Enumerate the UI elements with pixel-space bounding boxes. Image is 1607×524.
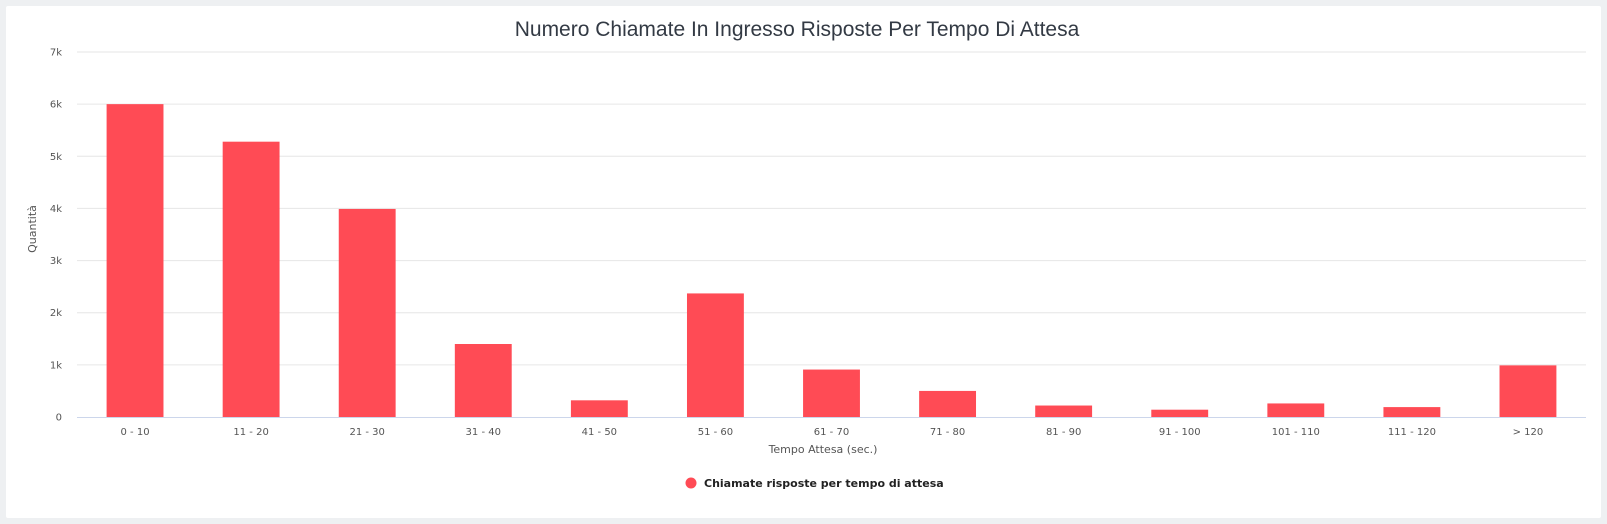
x-tick-label: 51 - 60 [698, 427, 733, 438]
x-tick-label: > 120 [1513, 427, 1544, 438]
bar[interactable] [1499, 365, 1557, 417]
legend[interactable]: Chiamate risposte per tempo di attesa [685, 477, 944, 490]
y-tick-label: 1k [50, 360, 62, 371]
x-tick-label: 61 - 70 [814, 427, 849, 438]
gridlines [77, 51, 1586, 366]
x-tick-label: 0 - 10 [121, 427, 150, 438]
bar[interactable] [1383, 407, 1441, 417]
bar[interactable] [454, 344, 512, 417]
chart-title: Numero Chiamate In Ingresso Risposte Per… [515, 18, 1080, 41]
bar[interactable] [1035, 405, 1093, 417]
bar[interactable] [1267, 403, 1325, 417]
bar[interactable] [686, 293, 744, 417]
x-tick-label: 11 - 20 [233, 427, 268, 438]
x-tick-label: 81 - 90 [1046, 427, 1081, 438]
legend-label: Chiamate risposte per tempo di attesa [704, 477, 944, 490]
x-tick-label: 91 - 100 [1159, 427, 1201, 438]
x-axis-title: Tempo Attesa (sec.) [768, 443, 878, 456]
x-tick-label: 21 - 30 [349, 427, 384, 438]
y-tick-label: 4k [50, 204, 62, 215]
bar[interactable] [338, 208, 396, 417]
x-tick-label: 41 - 50 [582, 427, 617, 438]
bar[interactable] [803, 369, 860, 417]
bars [106, 104, 1557, 418]
y-tick-label: 3k [50, 256, 62, 267]
x-tick-label: 111 - 120 [1388, 427, 1436, 438]
legend-marker [685, 477, 697, 489]
x-tick-label: 71 - 80 [930, 427, 965, 438]
y-axis-title: Quantità [26, 205, 39, 253]
y-tick-label: 7k [50, 48, 62, 59]
bar[interactable] [106, 104, 164, 418]
bar[interactable] [222, 141, 280, 417]
y-axis-ticks: 0 1k 2k 3k 4k 5k 6k 7k [50, 48, 62, 424]
x-axis-ticks: 0 - 10 11 - 20 21 - 30 31 - 40 41 - 50 51 - 6… [121, 427, 1544, 438]
y-tick-label: 0 [56, 413, 62, 424]
bar[interactable] [1151, 409, 1209, 417]
bar[interactable] [570, 400, 628, 417]
bar[interactable] [919, 390, 977, 417]
x-tick-label: 31 - 40 [466, 427, 501, 438]
y-tick-label: 2k [50, 308, 62, 319]
x-tick-label: 101 - 110 [1272, 427, 1320, 438]
y-tick-label: 5k [50, 152, 62, 163]
y-tick-label: 6k [50, 100, 62, 111]
